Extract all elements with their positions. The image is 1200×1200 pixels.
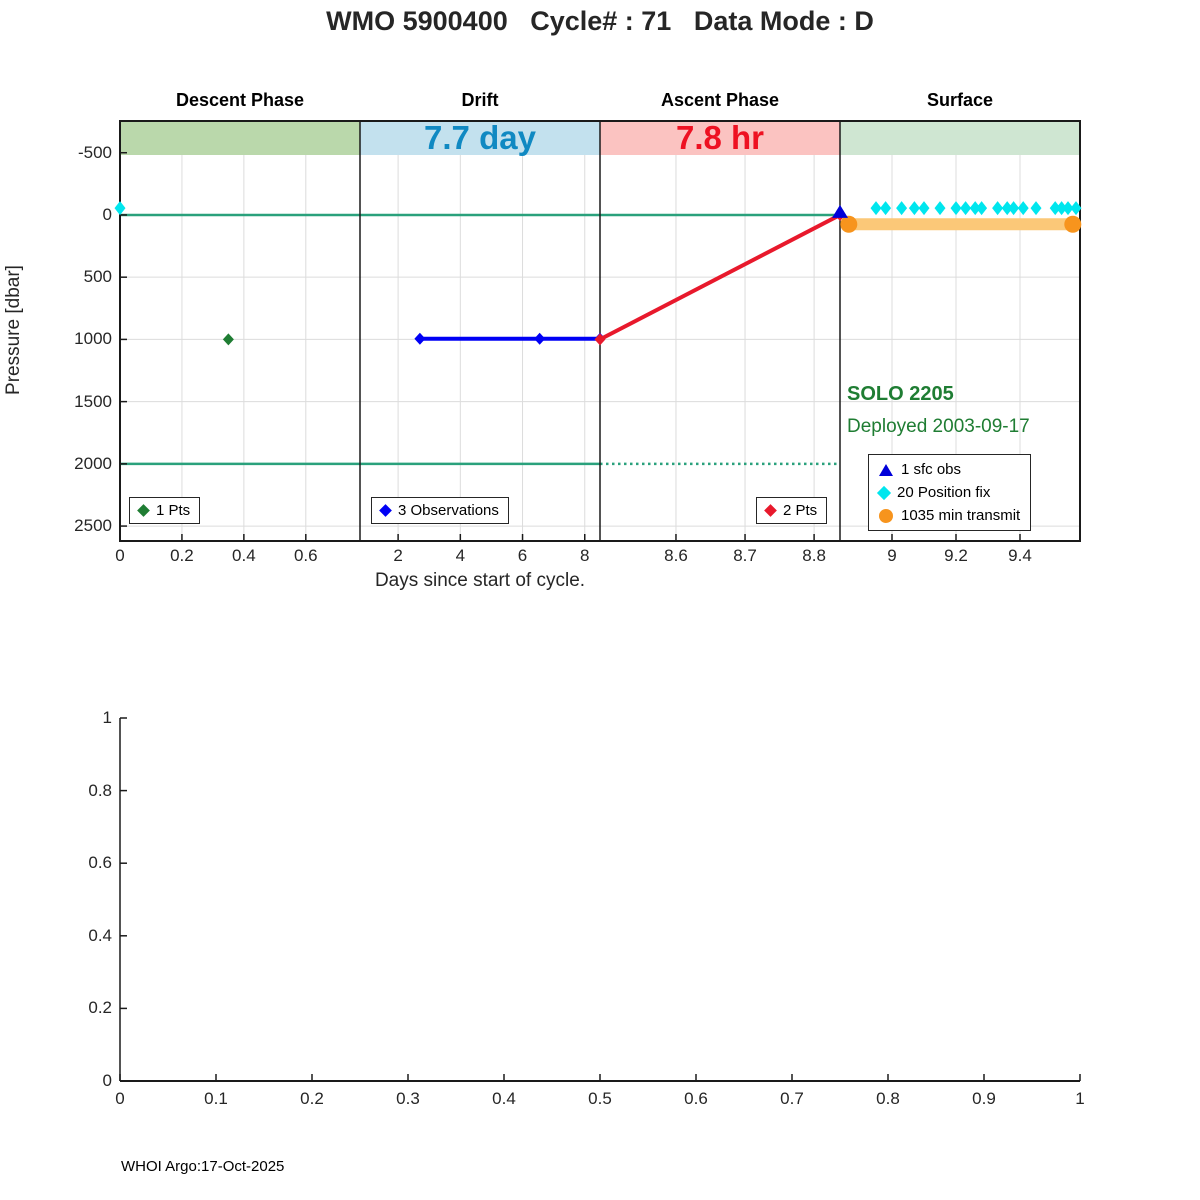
footer-text: WHOI Argo:17-Oct-2025 — [121, 1158, 285, 1175]
chart-title: WMO 5900400 Cycle# : 71 Data Mode : D — [326, 6, 874, 36]
y-tick-label: 500 — [83, 267, 112, 287]
blue-diamond-icon — [379, 504, 392, 517]
x-tick-label: 0.7 — [780, 1089, 804, 1108]
legend-sfc-obs-label: 1 sfc obs — [901, 461, 962, 478]
phase-title-ascent: Ascent Phase — [660, 90, 780, 110]
x-tick-label: 8.7 — [733, 546, 757, 565]
ascent-duration-label: 7.8 hr — [675, 119, 765, 156]
x-axis-label: Days since start of cycle. — [374, 570, 586, 591]
phase-title-descent: Descent Phase — [175, 90, 305, 110]
phase-title-surface: Surface — [926, 90, 994, 110]
x-tick-label: 9.2 — [944, 546, 968, 565]
x-tick-label: 0.2 — [170, 546, 194, 565]
y-tick-label: 1 — [102, 708, 112, 727]
y-tick-label: 1500 — [74, 391, 112, 411]
x-tick-label: 0.1 — [204, 1089, 228, 1108]
legend-descent: 1 Pts — [129, 497, 201, 524]
legend-surface: 1 sfc obs 20 Position fix 1035 min trans… — [868, 454, 1032, 531]
y-tick-label: 1000 — [74, 329, 112, 349]
y-tick-label: 0.8 — [88, 780, 112, 800]
x-tick-label: 8.6 — [664, 546, 688, 565]
y-tick-label: -500 — [77, 142, 112, 162]
phase-title-drift: Drift — [461, 90, 499, 110]
x-tick-label: 0.6 — [293, 546, 318, 565]
orange-circle-icon — [879, 508, 893, 523]
x-tick-label: 0.3 — [396, 1089, 420, 1108]
x-tick-label: 0.4 — [232, 546, 256, 565]
red-diamond-icon — [764, 504, 777, 517]
x-tick-label: 8 — [580, 546, 590, 565]
legend-ascent-label: 2 Pts — [783, 502, 818, 519]
legend-descent-label: 1 Pts — [156, 502, 191, 519]
cyan-diamond-icon — [876, 485, 892, 500]
y-tick-label: 0.2 — [88, 998, 112, 1018]
float-name: SOLO 2205 — [847, 383, 954, 405]
x-tick-label: 8.8 — [802, 546, 826, 565]
y-tick-label: 2500 — [74, 516, 112, 536]
drift-duration-label: 7.7 day — [424, 119, 536, 156]
y-tick-label: 0.6 — [88, 853, 112, 873]
x-tick-label: 0.8 — [876, 1089, 900, 1108]
x-tick-label: 0.4 — [492, 1089, 516, 1108]
y-tick-label: 0 — [102, 1071, 112, 1090]
x-tick-label: 0 — [115, 546, 125, 565]
y-tick-label: 0 — [102, 204, 112, 224]
green-diamond-icon — [137, 504, 150, 517]
blue-triangle-icon — [879, 463, 893, 476]
deploy-date: Deployed 2003-09-17 — [847, 416, 1030, 437]
legend-ascent: 2 Pts — [756, 497, 828, 524]
x-tick-label: 1 — [1075, 1089, 1085, 1108]
legend-drift: 3 Observations — [371, 497, 509, 524]
legend-position-fix-label: 20 Position fix — [897, 484, 991, 501]
legend-drift-label: 3 Observations — [398, 502, 499, 519]
y-tick-label: 2000 — [74, 453, 112, 473]
x-tick-label: 4 — [455, 546, 466, 565]
x-tick-label: 0 — [115, 1089, 125, 1108]
x-tick-label: 2 — [393, 546, 403, 565]
x-tick-label: 6 — [517, 546, 528, 565]
x-tick-label: 9 — [887, 546, 897, 565]
x-tick-label: 0.6 — [684, 1089, 708, 1108]
y-tick-label: 0.4 — [88, 925, 112, 945]
legend-transmit-label: 1035 min transmit — [901, 507, 1021, 524]
x-tick-label: 0.5 — [588, 1089, 612, 1108]
x-tick-label: 0.9 — [972, 1089, 996, 1108]
x-tick-label: 9.4 — [1008, 546, 1032, 565]
x-tick-label: 0.2 — [300, 1089, 324, 1108]
